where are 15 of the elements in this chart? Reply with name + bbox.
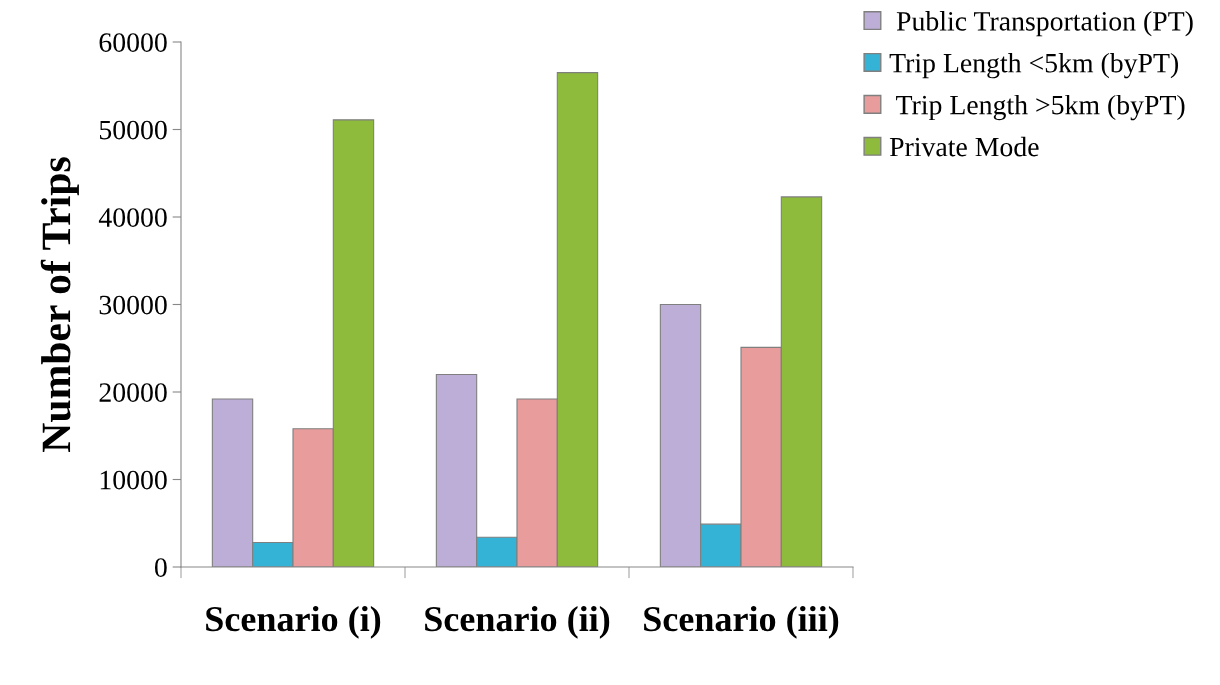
y-axis-title: Number of Trips	[40, 157, 79, 452]
y-tick-label: 60000	[99, 33, 167, 52]
legend-label: Trip Length >5km (byPT)	[896, 94, 1185, 121]
y-tick-label: 20000	[99, 383, 167, 402]
y-tick-label: 10000	[100, 470, 167, 490]
y-tick-label: 40000	[98, 208, 167, 227]
y-tick-label: 30000	[99, 295, 167, 315]
y-tick-label: 0	[154, 558, 167, 577]
legend-label: Public Transportation (PT)	[896, 11, 1193, 37]
legend-label: Trip Length <5km (byPT)	[889, 52, 1178, 79]
x-tick-label: Scenario (i)	[206, 605, 381, 639]
x-tick-label: Scenario (iii)	[644, 605, 839, 639]
x-tick-label: Scenario (ii)	[425, 605, 610, 639]
legend-label: Private Mode	[889, 136, 1039, 157]
y-tick-label: 50000	[99, 120, 167, 140]
